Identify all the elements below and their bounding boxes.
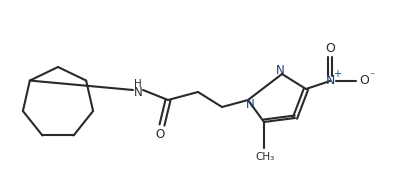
Text: +: + [333,69,341,79]
Text: N: N [133,85,143,98]
Text: H: H [134,79,142,89]
Text: O: O [155,129,165,142]
Text: N: N [276,64,284,77]
Text: N: N [325,75,335,88]
Text: O: O [325,41,335,54]
Text: ⁻: ⁻ [369,71,375,81]
Text: CH₃: CH₃ [255,152,274,162]
Text: O: O [359,75,369,88]
Text: N: N [246,98,254,111]
